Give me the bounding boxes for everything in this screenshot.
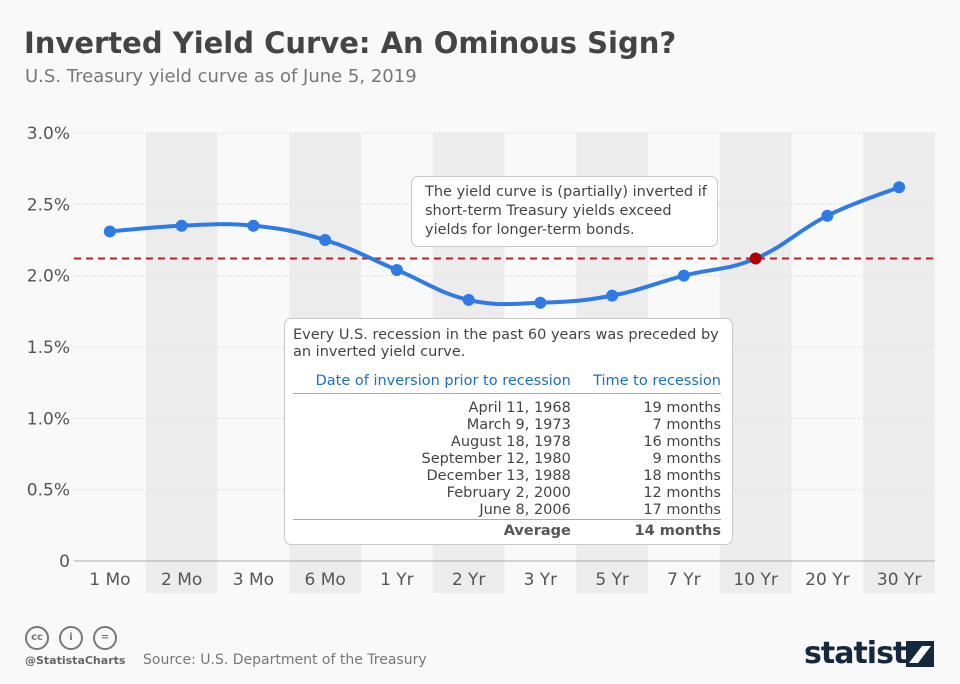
average-label: Average bbox=[293, 519, 571, 540]
table-row: December 13, 1988 18 months bbox=[293, 468, 721, 485]
data-point bbox=[534, 296, 547, 309]
x-tick-label: 7 Yr bbox=[667, 570, 701, 590]
chart-title: Inverted Yield Curve: An Ominous Sign? bbox=[24, 26, 677, 60]
table-row: June 8, 2006 17 months bbox=[293, 502, 721, 520]
inversion-date: March 9, 1973 bbox=[466, 417, 571, 433]
x-tick-label: 2 Yr bbox=[452, 570, 486, 590]
data-point bbox=[462, 293, 475, 306]
time-to-recession: 9 months bbox=[652, 451, 721, 467]
y-tick-label: 0.5% bbox=[27, 481, 70, 501]
y-tick-label: 1.5% bbox=[27, 338, 70, 358]
time-to-recession: 17 months bbox=[643, 502, 721, 518]
y-tick-label: 0 bbox=[59, 552, 70, 572]
time-to-recession: 7 months bbox=[652, 417, 721, 433]
time-to-recession: 19 months bbox=[643, 400, 721, 416]
yield-line bbox=[109, 185, 900, 307]
x-tick-label: 10 Yr bbox=[733, 570, 777, 590]
x-tick-label: 6 Mo bbox=[304, 570, 345, 590]
time-to-recession: 12 months bbox=[643, 485, 721, 501]
data-point bbox=[175, 219, 188, 232]
data-point bbox=[606, 289, 619, 302]
no-derivatives-icon[interactable]: = bbox=[93, 626, 117, 650]
time-to-recession: 16 months bbox=[643, 434, 721, 450]
data-point bbox=[319, 234, 332, 246]
statista-handle[interactable]: @StatistaCharts bbox=[25, 654, 126, 667]
x-tick-label: 3 Yr bbox=[524, 570, 558, 590]
category-band bbox=[863, 133, 935, 593]
data-point bbox=[893, 181, 906, 194]
data-point bbox=[821, 209, 834, 222]
x-tick-label: 1 Yr bbox=[380, 570, 414, 590]
data-point bbox=[103, 225, 116, 238]
table-row: August 18, 1978 16 months bbox=[293, 434, 721, 451]
table-row: April 11, 1968 19 months bbox=[293, 394, 721, 418]
y-tick-label: 2.0% bbox=[27, 267, 70, 287]
data-point bbox=[390, 263, 403, 276]
table-row: September 12, 1980 9 months bbox=[293, 451, 721, 468]
inversion-date: December 13, 1988 bbox=[426, 468, 571, 484]
attribution-icon[interactable]: i bbox=[59, 626, 83, 650]
inversion-note: The yield curve is (partially) inverted … bbox=[411, 176, 718, 247]
data-point bbox=[247, 219, 260, 232]
x-tick-label: 3 Mo bbox=[233, 570, 274, 590]
time-to-recession: 18 months bbox=[643, 468, 721, 484]
recession-note-text: Every U.S. recession in the past 60 year… bbox=[293, 327, 719, 360]
inversion-note-text: The yield curve is (partially) inverted … bbox=[425, 184, 707, 238]
inversion-date: August 18, 1978 bbox=[450, 434, 571, 450]
table-footer-row: Average 14 months bbox=[293, 519, 721, 540]
x-tick-label: 30 Yr bbox=[877, 570, 921, 590]
y-tick-label: 1.0% bbox=[27, 409, 70, 429]
inversion-date: June 8, 2006 bbox=[479, 502, 571, 518]
y-tick-label: 3.0% bbox=[27, 124, 70, 144]
inversion-date: September 12, 1980 bbox=[421, 451, 571, 467]
table-row: March 9, 1973 7 months bbox=[293, 417, 721, 434]
highlight-point bbox=[749, 252, 762, 265]
table-header-time: Time to recession bbox=[570, 371, 721, 394]
x-tick-label: 20 Yr bbox=[805, 570, 849, 590]
data-point bbox=[677, 269, 690, 282]
inversion-date: April 11, 1968 bbox=[468, 400, 571, 416]
statista-logo-mark-icon bbox=[906, 641, 934, 667]
chart-subtitle: U.S. Treasury yield curve as of June 5, … bbox=[25, 66, 417, 87]
table-header-date: Date of inversion prior to recession bbox=[293, 371, 571, 394]
y-tick-label: 2.5% bbox=[27, 195, 70, 215]
source-text: Source: U.S. Department of the Treasury bbox=[143, 652, 427, 668]
x-tick-label: 1 Mo bbox=[89, 570, 130, 590]
table-row: February 2, 2000 12 months bbox=[293, 485, 721, 502]
average-value: 14 months bbox=[570, 519, 721, 540]
x-tick-label: 2 Mo bbox=[161, 570, 202, 590]
category-band bbox=[145, 133, 218, 593]
cc-license-icon[interactable]: cc bbox=[25, 626, 49, 650]
recession-note: Every U.S. recession in the past 60 year… bbox=[284, 318, 733, 545]
inversion-date: February 2, 2000 bbox=[446, 485, 571, 501]
x-tick-label: 5 Yr bbox=[595, 570, 629, 590]
recession-table: Date of inversion prior to recession Tim… bbox=[293, 371, 721, 540]
